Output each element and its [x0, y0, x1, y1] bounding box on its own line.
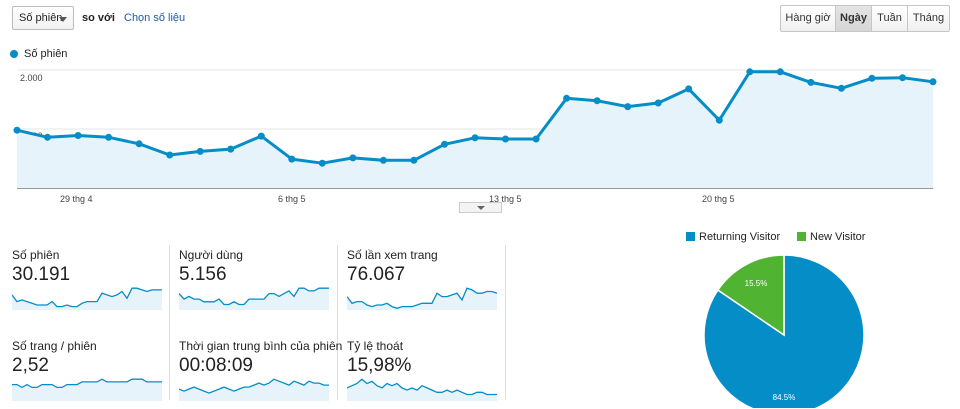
sparkline-line	[179, 378, 329, 394]
data-point[interactable]	[288, 155, 296, 163]
data-point[interactable]	[685, 85, 693, 93]
data-point[interactable]	[166, 151, 174, 159]
data-point[interactable]	[196, 147, 204, 155]
metric-card-bounce-rate[interactable]: Tỷ lệ thoát 15,98%	[347, 339, 505, 409]
metric-card-pages-per-session[interactable]: Số trang / phiên 2,52	[12, 339, 170, 409]
sparkline-line	[12, 378, 162, 389]
metric-card-avg-session-duration[interactable]: Thời gian trung bình của phiên 00:08:09	[179, 339, 342, 409]
x-tick-label-13-may: 13 thg 5	[489, 194, 522, 204]
choose-metric-link[interactable]: Chọn số liệu	[124, 12, 186, 24]
data-point[interactable]	[13, 126, 21, 134]
pie-legend-new: New Visitor	[797, 231, 865, 243]
sparkline-line	[347, 287, 497, 309]
legend-swatch-icon	[797, 232, 806, 241]
compare-label: so với	[82, 12, 115, 24]
sparkline-line	[347, 378, 497, 396]
sparkline-area	[12, 288, 162, 310]
x-tick-label-29-apr: 29 thg 4	[60, 194, 93, 204]
metric-card-pageviews[interactable]: Số lần xem trang 76.067	[347, 248, 505, 318]
metric-value: 00:08:09	[179, 355, 253, 376]
sparkline-line	[12, 287, 162, 308]
sparkline-line	[179, 287, 329, 306]
data-point[interactable]	[74, 132, 82, 139]
metric-value: 15,98%	[347, 355, 412, 376]
data-point[interactable]	[532, 135, 540, 143]
divider	[505, 245, 506, 400]
data-point[interactable]	[746, 68, 754, 76]
x-tick-label-6-may: 6 thg 5	[278, 194, 306, 204]
data-point[interactable]	[105, 133, 113, 141]
data-point[interactable]	[227, 145, 235, 153]
metric-label: Số phiên	[12, 248, 60, 262]
sparkline	[12, 287, 162, 310]
metric-dropdown[interactable]: Số phiên	[12, 6, 74, 30]
data-point[interactable]	[563, 94, 571, 102]
data-point[interactable]	[593, 97, 601, 105]
divider	[337, 245, 338, 400]
granularity-weekly-button[interactable]: Tuần	[871, 5, 908, 32]
metric-card-sessions[interactable]: Số phiên 30.191	[12, 248, 170, 318]
data-point[interactable]	[654, 99, 662, 107]
metric-label: Người dùng	[179, 248, 243, 262]
sparkline-area	[347, 379, 497, 401]
sparkline	[12, 378, 162, 401]
data-point[interactable]	[837, 84, 845, 92]
data-point[interactable]	[257, 132, 265, 140]
metric-label: Số trang / phiên	[12, 339, 97, 353]
pie-slice-label-new: 15.5%	[745, 279, 768, 288]
data-point[interactable]	[349, 154, 357, 162]
data-point[interactable]	[899, 74, 906, 82]
data-point[interactable]	[410, 156, 418, 164]
pie-legend-label: New Visitor	[810, 231, 866, 243]
data-point[interactable]	[715, 116, 723, 124]
metric-card-users[interactable]: Người dùng 5.156	[179, 248, 337, 318]
chevron-down-icon	[59, 17, 67, 22]
data-point[interactable]	[868, 74, 876, 82]
metric-value: 76.067	[347, 264, 406, 285]
pie-slice-label-returning: 84.5%	[773, 393, 796, 402]
data-point[interactable]	[44, 133, 51, 141]
data-point[interactable]	[379, 156, 387, 164]
data-point[interactable]	[471, 134, 479, 142]
sessions-line-chart	[13, 68, 937, 189]
divider	[169, 245, 170, 400]
series-dot-icon	[10, 50, 18, 58]
metric-label: Số lần xem trang	[347, 248, 438, 262]
chevron-down-icon	[477, 206, 485, 210]
x-tick-label-20-may: 20 thg 5	[702, 194, 735, 204]
metric-value: 2,52	[12, 355, 49, 376]
pie-legend-label: Returning Visitor	[699, 231, 781, 243]
metric-dropdown-label: Số phiên	[19, 12, 63, 24]
data-point[interactable]	[441, 140, 448, 148]
sparkline	[347, 287, 497, 310]
sparkline	[179, 378, 329, 401]
sparkline-area	[179, 379, 329, 401]
chart-legend: Số phiên	[10, 48, 67, 60]
data-point[interactable]	[776, 68, 784, 76]
data-point[interactable]	[318, 159, 326, 167]
collapse-chart-button[interactable]	[459, 202, 502, 213]
data-point[interactable]	[624, 103, 632, 111]
pie-slice[interactable]	[716, 254, 785, 337]
y-tick-label-2000: 2.000	[20, 73, 43, 83]
metric-label: Thời gian trung bình của phiên	[179, 339, 343, 353]
granularity-hourly-button[interactable]: Hàng giờ	[780, 5, 836, 32]
sparkline	[179, 287, 329, 310]
legend-series-label: Số phiên	[24, 48, 68, 60]
sessions-area	[17, 71, 933, 188]
data-point[interactable]	[135, 140, 143, 148]
pie-legend-returning: Returning Visitor	[686, 231, 780, 243]
granularity-monthly-button[interactable]: Tháng	[907, 5, 950, 32]
visitor-type-pie-chart: 84.5% 15.5%	[703, 254, 865, 408]
granularity-daily-button[interactable]: Ngày	[835, 5, 872, 32]
metric-value: 30.191	[12, 264, 71, 285]
sparkline	[347, 378, 497, 401]
metric-value: 5.156	[179, 264, 227, 285]
metric-label: Tỷ lệ thoát	[347, 339, 404, 353]
data-point[interactable]	[502, 135, 509, 143]
data-point[interactable]	[929, 78, 937, 86]
legend-swatch-icon	[686, 232, 695, 241]
data-point[interactable]	[807, 78, 815, 86]
